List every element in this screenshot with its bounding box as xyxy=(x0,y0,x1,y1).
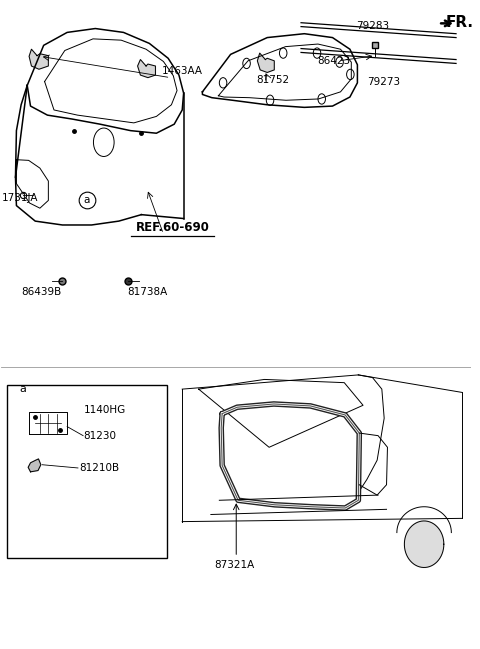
Polygon shape xyxy=(29,49,48,69)
Text: REF.60-690: REF.60-690 xyxy=(136,221,210,234)
Text: a: a xyxy=(19,384,26,394)
Polygon shape xyxy=(28,459,41,472)
Text: FR.: FR. xyxy=(445,14,473,30)
Text: a: a xyxy=(84,195,90,205)
Text: 86423: 86423 xyxy=(317,56,350,66)
FancyBboxPatch shape xyxy=(7,386,167,558)
Text: 81210B: 81210B xyxy=(79,463,119,473)
Text: 87321A: 87321A xyxy=(214,560,254,570)
Polygon shape xyxy=(257,53,274,73)
Text: 1463AA: 1463AA xyxy=(162,66,203,76)
Text: 1731JA: 1731JA xyxy=(1,193,38,204)
Text: 81738A: 81738A xyxy=(127,287,167,297)
Text: 79273: 79273 xyxy=(367,77,400,87)
Polygon shape xyxy=(138,60,156,78)
Text: 1140HG: 1140HG xyxy=(84,405,126,415)
Polygon shape xyxy=(405,521,444,567)
Text: 81230: 81230 xyxy=(84,431,117,441)
Text: 86439B: 86439B xyxy=(21,287,61,297)
Text: 81752: 81752 xyxy=(256,75,289,85)
Text: 79283: 79283 xyxy=(356,21,389,31)
